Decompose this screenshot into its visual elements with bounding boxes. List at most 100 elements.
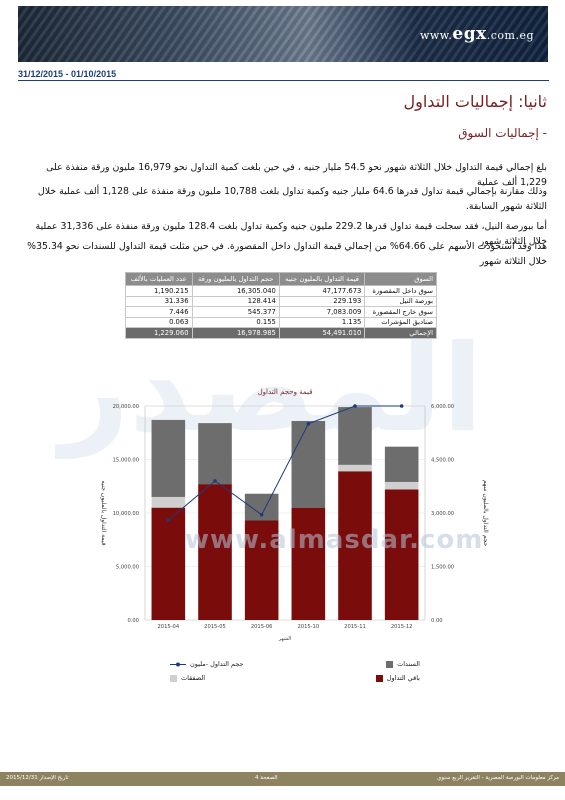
bar-segment — [384, 481, 419, 490]
header-banner: www.egx.com.eg — [18, 6, 548, 62]
bar-segment — [198, 484, 232, 620]
table-cell: 545.377 — [191, 306, 280, 318]
table-cell: صناديق المؤشرات — [364, 316, 437, 328]
y-right-tick-label: 4,500.00 — [431, 458, 454, 464]
table-cell: 1,229.060 — [125, 327, 193, 339]
table-cell: بورصة النيل — [364, 295, 437, 307]
bar-segment — [384, 446, 419, 482]
table-header: قيمة التداول بالمليون جنيه — [278, 272, 366, 286]
footer-page-number: الصفحة 4 — [255, 775, 278, 781]
legend-swatch — [170, 674, 177, 682]
banner-pattern — [18, 6, 548, 62]
legend-line-marker-icon — [170, 662, 186, 666]
legend-item-volume: حجم التداول -مليون — [170, 660, 244, 668]
x-axis-label: الشهر — [278, 636, 291, 642]
y-right-tick-label: 3,000.00 — [431, 511, 454, 517]
table-header: حجم التداول بالمليون ورقة — [191, 272, 280, 286]
table-row: 0.063 0.155 1.135 صناديق المؤشرات — [125, 316, 437, 328]
sub-title: - إجماليات السوق — [458, 126, 547, 140]
volume-line — [168, 405, 402, 521]
table-header: عدد العمليات بالألف — [125, 272, 193, 286]
legend-item-deals: الصفقات — [170, 674, 205, 682]
table-header-row: عدد العمليات بالألف حجم التداول بالمليون… — [125, 272, 437, 286]
legend-item-bonds: السندات — [386, 660, 420, 668]
legend-label: باقي التداول — [386, 674, 420, 682]
volume-point — [399, 404, 404, 408]
y-left-tick-label: 5,000.00 — [116, 565, 139, 571]
bar-segment — [291, 507, 326, 620]
y-right-axis-label: حجم التداول بالمليون سهم — [482, 480, 489, 547]
table-cell: 7,083.009 — [278, 306, 366, 318]
table-row: 31.336 128.414 229.193 بورصة النيل — [125, 295, 437, 307]
bar-segment — [151, 496, 186, 508]
bar-segment — [198, 423, 232, 485]
table-cell: 0.063 — [125, 316, 193, 328]
section-title: ثانيا: إجماليات التداول — [403, 92, 548, 111]
volume-point — [353, 404, 357, 408]
legend-label: السندات — [397, 660, 420, 668]
market-summary-table: عدد العمليات بالألف حجم التداول بالمليون… — [125, 272, 437, 339]
paragraph-2: وذلك مقارنة بإجمالي قيمة تداول قدرها 64.… — [37, 186, 547, 212]
page-footer: تاريخ الإصدار 2015/12/31 الصفحة 4 مركز م… — [0, 772, 565, 786]
legend-label: حجم التداول -مليون — [190, 660, 244, 668]
bar-segment — [338, 464, 372, 472]
table-cell: 0.155 — [191, 316, 280, 328]
legend-swatch — [386, 660, 394, 668]
y-left-axis-label: قيمة التداول بالمليون جنيه — [100, 480, 107, 545]
legend-swatch — [375, 674, 383, 682]
table-cell: سوق داخل المقصورة — [364, 285, 437, 297]
y-left-tick-label: 10,000.00 — [113, 511, 139, 517]
trading-chart: 0.00 0.00 5,000.00 1,500.00 10,000.00 3,000.0… — [70, 384, 500, 644]
table-cell: 128.414 — [191, 295, 280, 307]
table-cell: 47,177.673 — [278, 285, 366, 297]
bar-segment — [338, 407, 372, 465]
table-cell: الإجمالي — [364, 327, 437, 339]
table-cell: 1.135 — [278, 316, 366, 328]
volume-point — [166, 518, 171, 522]
x-tick-label: 2015-06 — [251, 624, 273, 630]
bar-segment — [291, 420, 326, 508]
legend-label: الصفقات — [181, 674, 206, 682]
table-header: السوق — [364, 272, 437, 286]
chart-svg: 0.00 0.00 5,000.00 1,500.00 10,000.00 3,000.0… — [100, 388, 489, 642]
egx-logo: www.egx.com.eg — [419, 24, 534, 44]
y-left-tick-label: 15,000.00 — [113, 458, 139, 464]
bar-segment — [244, 520, 279, 620]
bar-segment — [338, 471, 372, 620]
table-row: 1,190.215 16,305.040 47,177.673 سوق داخل… — [125, 285, 437, 297]
chart-title: قيمة وحجم التداول — [258, 388, 313, 396]
paragraph-3: أما ببورصة النيل، فقد سجلت قيمة تداول قد… — [35, 221, 547, 247]
table-cell: 7.446 — [125, 306, 193, 318]
table-cell: سوق خارج المقصورة — [364, 306, 437, 318]
y-right-tick-label: 0.00 — [431, 618, 443, 624]
table-row: 7.446 545.377 7,083.009 سوق خارج المقصور… — [125, 306, 437, 318]
watermark-brand: المصدر — [60, 320, 485, 459]
header-divider — [18, 80, 549, 81]
y-right-tick-label: 1,500.00 — [431, 565, 454, 571]
x-tick-label: 2015-05 — [204, 624, 226, 630]
table-cell: 229.193 — [278, 295, 366, 307]
volume-point — [306, 422, 311, 426]
legend-item-rest: باقي التداول — [375, 674, 420, 682]
watermark-url: www.almasdar.com — [185, 525, 484, 555]
x-tick-label: 2015-12 — [391, 624, 413, 630]
bar-segment — [151, 507, 186, 620]
volume-point — [259, 512, 264, 517]
bar-segment — [151, 419, 186, 497]
table-cell: 54,491.010 — [278, 327, 366, 339]
y-left-tick-label: 0.00 — [127, 618, 139, 624]
date-range: 31/12/2015 - 01/10/2015 — [18, 69, 117, 79]
volume-point — [213, 479, 217, 483]
x-tick-label: 2015-11 — [344, 624, 366, 630]
table-cell: 16,305.040 — [191, 285, 280, 297]
bar-segment — [384, 489, 419, 620]
footer-source: مركز معلومات البورصة المصرية - التقرير ا… — [437, 775, 559, 781]
paragraph-1: بلغ إجمالي قيمة التداول خلال الثلاثة شهو… — [46, 162, 547, 188]
y-left-tick-label: 20,000.00 — [113, 404, 139, 410]
table-cell: 1,190.215 — [125, 285, 193, 297]
y-right-tick-label: 6,000.00 — [431, 404, 454, 410]
paragraph-4: هذا وقد استحوذت الأسهم على 64.66% من إجم… — [27, 241, 547, 267]
chart-legend: حجم التداول -مليون السندات الصفقات باقي … — [170, 660, 420, 690]
table-cell: 16,978.985 — [191, 327, 280, 339]
footer-issue-date: تاريخ الإصدار 2015/12/31 — [6, 775, 69, 781]
